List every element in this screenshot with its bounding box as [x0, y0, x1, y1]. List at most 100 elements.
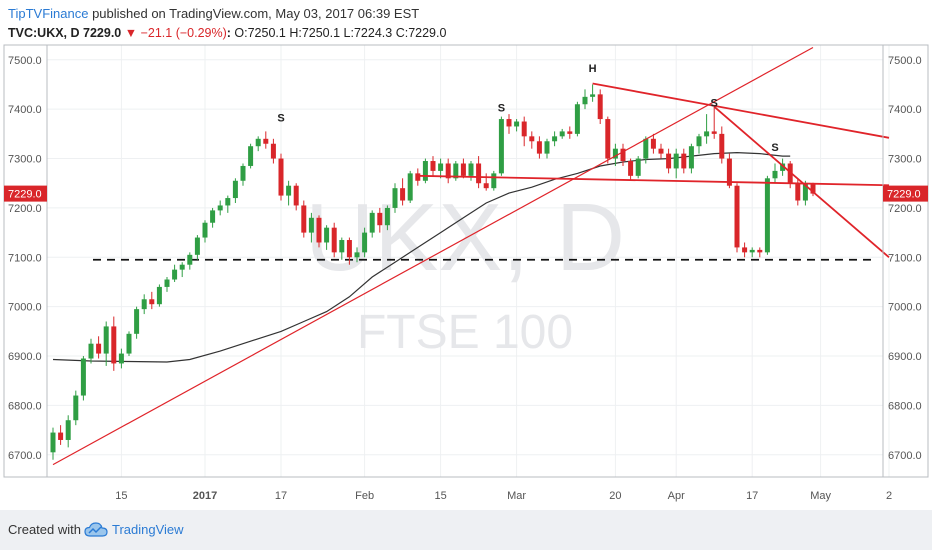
candle-body: [628, 161, 634, 176]
candle-body: [810, 183, 816, 194]
current-price-tag-right: 7229.0: [883, 185, 928, 202]
footer: Created with TradingView: [0, 510, 932, 550]
candle-body: [445, 163, 451, 179]
grid: [47, 45, 890, 477]
y-tick-label-right: 6900.0: [888, 351, 922, 363]
high-value: H:7250.1: [289, 26, 341, 40]
x-tick-label: 15: [434, 490, 446, 502]
y-tick-label-left: 6900.0: [8, 351, 42, 363]
candle-body: [407, 173, 413, 201]
candle-body: [118, 353, 124, 364]
axes: 6700.0 6700.0 6800.0 6800.0 6900.0 6900.0 7000…: [4, 55, 928, 502]
y-tick-label-left: 7000.0: [8, 302, 42, 314]
low-value: L:7224.3: [343, 26, 393, 40]
candle-body: [483, 183, 489, 189]
candle-body: [301, 205, 307, 233]
y-tick-label-right: 6700.0: [888, 450, 922, 462]
candle-body: [460, 163, 466, 176]
candle-body: [88, 343, 94, 359]
right-axis-border: [882, 44, 929, 478]
candle-body: [202, 222, 208, 238]
watermark-symbol: UKX, D: [305, 184, 625, 291]
candle-body: [255, 138, 261, 147]
candle-body: [742, 247, 748, 253]
candle-body: [179, 264, 185, 270]
y-tick-label-left: 7200.0: [8, 203, 42, 215]
candle-body: [453, 163, 459, 179]
tradingview-brand[interactable]: TradingView: [112, 522, 184, 537]
y-tick-label-right: 7200.0: [888, 203, 922, 215]
candle-body: [650, 138, 656, 149]
candle-body: [324, 227, 330, 243]
candle-body: [354, 252, 360, 258]
candle-body: [73, 395, 79, 421]
candle-body: [476, 163, 482, 184]
candle-body: [696, 136, 702, 147]
y-tick-label-right: 7300.0: [888, 154, 922, 166]
pattern-label: S: [771, 142, 778, 154]
candle-body: [757, 249, 763, 253]
candle-body: [415, 173, 421, 181]
candle-body: [574, 104, 580, 134]
candle-body: [612, 148, 618, 159]
candle-body: [149, 299, 155, 305]
candle-body: [711, 131, 717, 134]
trendline-upper-falling: [592, 82, 890, 139]
candle-body: [764, 178, 770, 253]
candle-body: [308, 217, 314, 233]
candle-body: [521, 121, 527, 137]
y-tick-label-left: 7400.0: [8, 104, 42, 116]
pattern-label: S: [498, 103, 505, 115]
candle-body: [688, 146, 694, 169]
candle-body: [316, 217, 322, 243]
price-chart[interactable]: UKX, D FTSE 100 S S H S S 6700.0 6700.0 6800.0…: [0, 0, 932, 510]
watermark-name: FTSE 100: [357, 306, 573, 359]
candle-body: [50, 432, 56, 453]
candle-body: [795, 183, 801, 201]
candle-body: [172, 269, 178, 280]
left-axis-border: [3, 44, 48, 478]
candle-body: [210, 210, 216, 223]
candle-body: [263, 138, 269, 144]
publish-line: TipTVFinance published on TradingView.co…: [8, 6, 419, 21]
publisher-link[interactable]: TipTVFinance: [8, 6, 89, 21]
y-tick-label-left: 7500.0: [8, 55, 42, 67]
x-tick-label: Apr: [668, 490, 685, 502]
candle-body: [491, 173, 497, 189]
candle-body: [658, 148, 664, 154]
candle-body: [339, 240, 345, 253]
price-tag-bg: [883, 185, 928, 202]
candle-body: [126, 333, 132, 354]
candle-body: [217, 205, 223, 211]
candle-body: [802, 183, 808, 201]
candle-body: [156, 286, 162, 305]
candle-body: [392, 188, 398, 208]
candle-body: [726, 158, 732, 186]
ohlc-line: TVC:UKX, D 7229.0 ▼ −21.1 (−0.29%): O:72…: [8, 26, 447, 40]
candle-body: [529, 136, 535, 142]
price-tag-text: 7229.0: [8, 189, 42, 201]
candle-body: [377, 212, 383, 226]
candle-body: [111, 326, 117, 364]
candle-body: [780, 163, 786, 171]
x-tick-label: Feb: [355, 490, 374, 502]
x-tick-label: May: [810, 490, 831, 502]
candle-body: [681, 153, 687, 169]
candle-body: [369, 212, 375, 233]
x-tick-label: 2: [886, 490, 892, 502]
candle-body: [559, 131, 565, 137]
candle-body: [278, 158, 284, 196]
candle-body: [498, 119, 504, 174]
candle-body: [749, 249, 755, 253]
plot-area: S S H S S: [50, 46, 890, 466]
trendline-falling-resistance: [713, 106, 890, 258]
candle-body: [719, 133, 725, 159]
candle-body: [240, 165, 246, 181]
candle-body: [597, 94, 603, 120]
candle-body: [65, 420, 71, 440]
candle-body: [225, 198, 231, 206]
candle-body: [331, 227, 337, 253]
open-value: O:7250.1: [234, 26, 286, 40]
candle-body: [141, 299, 147, 310]
candle-body: [164, 279, 170, 287]
